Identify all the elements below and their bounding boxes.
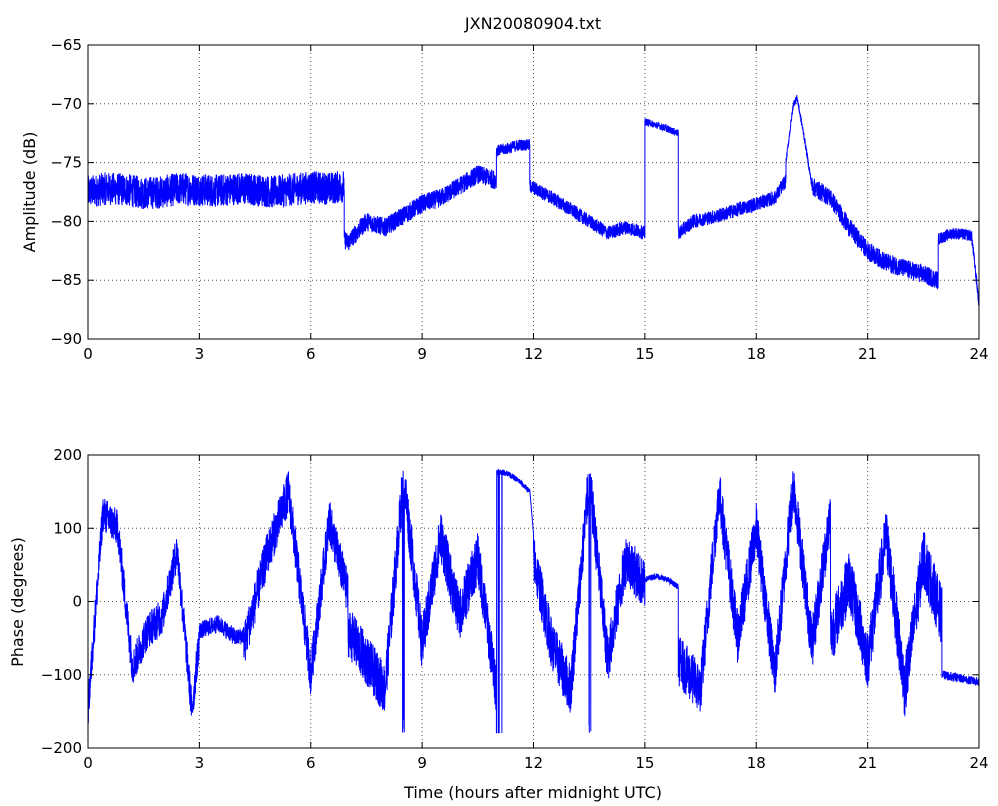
phase-xtick-label: 3 (195, 754, 205, 772)
phase-xtick-label: 9 (417, 754, 427, 772)
amplitude-xtick-label: 9 (417, 345, 427, 363)
phase-xtick-label: 24 (969, 754, 988, 772)
amplitude-ytick-label: −65 (50, 36, 82, 54)
amplitude-ytick-label: −80 (50, 212, 82, 230)
phase-ylabel: Phase (degrees) (8, 537, 27, 667)
amplitude-xtick-label: 3 (195, 345, 205, 363)
amplitude-xtick-label: 15 (635, 345, 654, 363)
amplitude-ylabel: Amplitude (dB) (20, 132, 39, 253)
phase-axes: 0 3 6 9 12 15 18 21 24 −200 −100 0 100 200 (41, 446, 989, 772)
amplitude-xtick-label: 18 (747, 345, 766, 363)
phase-ytick-label: 100 (53, 519, 82, 537)
phase-trace (88, 468, 979, 734)
amplitude-xtick-label: 6 (306, 345, 316, 363)
phase-xtick-label: 0 (83, 754, 93, 772)
phase-ytick-label: 0 (72, 593, 82, 611)
amplitude-ytick-label: −70 (50, 95, 82, 113)
amplitude-ytick-label: −90 (50, 330, 82, 348)
phase-ytick-label: 200 (53, 446, 82, 464)
phase-xtick-label: 15 (635, 754, 654, 772)
amplitude-axes: 0 3 6 9 12 15 18 21 24 −90 −85 −80 −75 −70 −65 (50, 36, 988, 363)
amplitude-xtick-label: 12 (524, 345, 543, 363)
amplitude-xtick-label: 24 (969, 345, 988, 363)
phase-ytick-label: −100 (41, 666, 82, 684)
amplitude-xtick-label: 0 (83, 345, 93, 363)
amplitude-xtick-label: 21 (858, 345, 877, 363)
phase-ytick-label: −200 (41, 739, 82, 757)
phase-xtick-label: 12 (524, 754, 543, 772)
phase-xtick-label: 21 (858, 754, 877, 772)
phase-xtick-label: 6 (306, 754, 316, 772)
amplitude-ytick-label: −75 (50, 154, 82, 172)
amplitude-trace (88, 94, 979, 306)
phase-xtick-label: 18 (747, 754, 766, 772)
figure-title: JXN20080904.txt (464, 14, 601, 33)
phase-xlabel: Time (hours after midnight UTC) (403, 783, 662, 802)
amplitude-ytick-label: −85 (50, 271, 82, 289)
